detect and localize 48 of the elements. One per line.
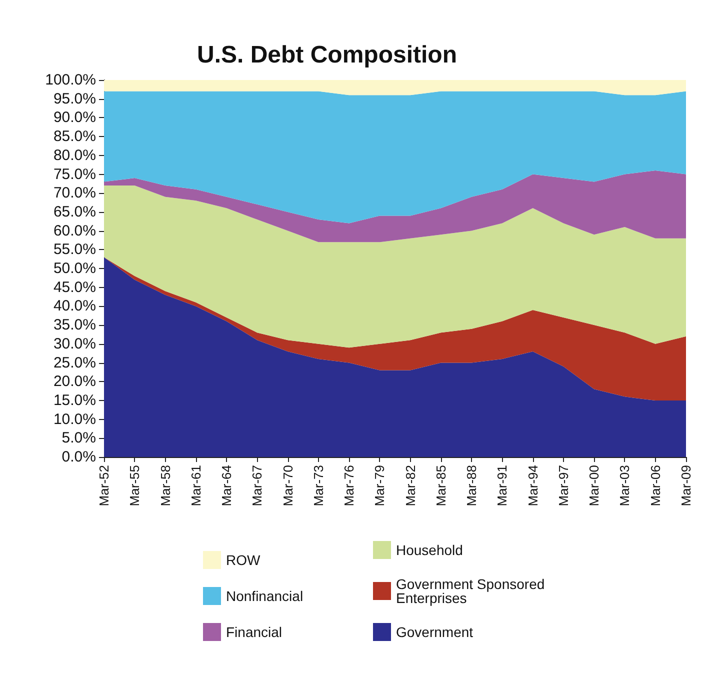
y-tick-label: 50.0% — [53, 260, 96, 277]
chart-title: U.S. Debt Composition — [197, 42, 457, 68]
y-tick-label: 30.0% — [53, 335, 96, 352]
legend-label: Government — [396, 624, 474, 640]
x-tick-label: Mar-64 — [219, 465, 234, 506]
y-tick-label: 70.0% — [53, 184, 96, 202]
legend-label: Nonfinancial — [226, 588, 304, 604]
x-tick-label: Mar-61 — [188, 465, 204, 506]
x-tick-label: Mar-88 — [464, 465, 480, 506]
y-tick-label: 40.0% — [53, 298, 96, 315]
x-tick-label: Mar-06 — [648, 465, 663, 506]
y-tick-label: 35.0% — [53, 316, 96, 334]
y-tick-label: 65.0% — [53, 203, 96, 220]
x-tick-label: Mar-09 — [678, 465, 694, 506]
legend-label: ROW — [226, 552, 261, 568]
y-tick-label: 80.0% — [53, 146, 96, 164]
x-tick-label: Mar-52 — [96, 465, 112, 506]
y-tick-label: 20.0% — [53, 373, 96, 390]
x-tick-label: Mar-76 — [342, 465, 357, 506]
x-tick-label: Mar-94 — [525, 465, 540, 506]
y-tick-label: 5.0% — [62, 430, 96, 447]
y-tick-label: 90.0% — [53, 109, 96, 126]
x-tick-label: Mar-00 — [586, 465, 602, 506]
legend-label: Financial — [226, 624, 282, 640]
y-tick-label: 60.0% — [53, 222, 96, 240]
legend-label: Household — [396, 542, 463, 558]
x-tick-label: Mar-73 — [310, 465, 326, 506]
y-tick-label: 85.0% — [53, 128, 96, 146]
y-tick-label: 75.0% — [53, 166, 96, 183]
x-tick-label: Mar-79 — [372, 465, 388, 506]
y-tick-label: 100.0% — [45, 72, 96, 88]
y-tick-label: 10.0% — [53, 410, 96, 428]
x-tick-label: Mar-67 — [250, 465, 265, 506]
legend-label: Government Sponsored Enterprises — [396, 576, 549, 606]
y-tick-label: 55.0% — [53, 241, 96, 258]
y-tick-label: 0.0% — [62, 448, 96, 466]
x-tick-label: Mar-55 — [127, 465, 142, 506]
y-tick-label: 15.0% — [53, 392, 96, 409]
x-tick-label: Mar-03 — [617, 465, 632, 506]
x-tick-label: Mar-97 — [556, 465, 571, 506]
y-tick-label: 25.0% — [53, 354, 96, 372]
y-tick-label: 95.0% — [53, 90, 96, 108]
x-tick-label: Mar-70 — [280, 465, 296, 506]
x-tick-label: Mar-85 — [433, 465, 448, 506]
x-tick-label: Mar-58 — [158, 465, 173, 506]
y-tick-label: 45.0% — [53, 278, 96, 296]
x-tick-label: Mar-91 — [494, 465, 510, 506]
x-tick-label: Mar-82 — [402, 465, 418, 506]
